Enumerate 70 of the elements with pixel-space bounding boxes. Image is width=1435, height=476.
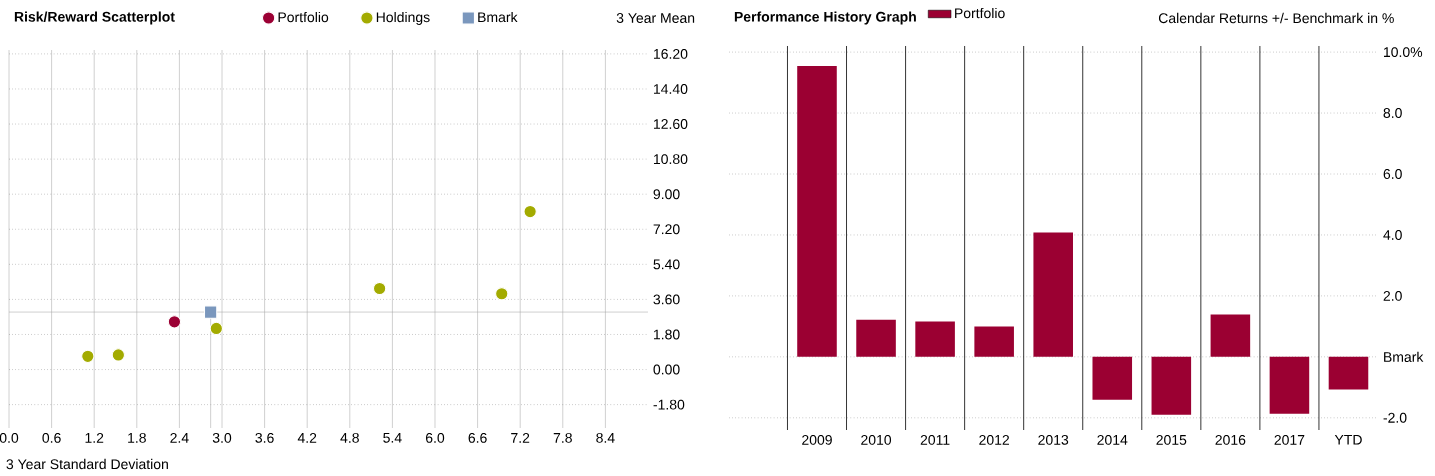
y-tick-label: 6.0 [1383,169,1402,179]
point [523,204,537,219]
bar [915,321,955,357]
x-tick-label: 0.6 [42,432,61,443]
bar [974,326,1014,357]
y-tick-label: 12.60 [653,119,688,130]
bar [1328,356,1369,390]
x-tick-label: 1.8 [128,432,146,443]
y-tick-label: 5.40 [653,259,680,270]
x-tick-label: 2014 [1097,434,1128,445]
x-tick-label: 6.0 [425,432,445,443]
x-axis-title: 3 Year Standard Deviation [6,458,168,470]
bar [1151,356,1192,415]
y-tick-label: 10.0% [1384,47,1423,58]
point [209,321,223,336]
y-tick-label: 14.40 [653,84,688,94]
y-tick-label: 9.00 [653,189,680,200]
x-tick-label: 3.0 [212,432,232,443]
point [495,287,509,301]
y-tick-label: -1.80 [653,399,685,410]
x-tick-label: 2010 [861,434,892,445]
point [372,281,387,296]
x-tick-label: 2017 [1274,434,1305,445]
y-tick-label: 10.80 [653,154,688,165]
legend-label: Portfolio [278,11,329,23]
point [167,315,182,329]
bar [1210,314,1251,357]
y-tick-label: 3.60 [653,294,680,305]
x-tick-label: 7.2 [511,432,530,443]
x-tick-label: 0.0 [0,432,19,443]
y-tick-label: 2.0 [1383,290,1402,301]
x-tick-label: 7.8 [553,432,572,443]
bar [797,66,837,357]
bar [1269,356,1310,414]
y-axis-title: 3 Year Mean [616,13,695,23]
y-tick-label: 8.0 [1383,108,1402,119]
x-tick-label: 4.8 [340,432,359,443]
y-tick-label: 1.80 [653,329,680,340]
x-tick-label: 1.2 [85,432,104,443]
point [81,349,95,363]
x-tick-label: 8.4 [596,432,615,443]
bar [856,319,896,357]
x-tick-label: 4.2 [297,432,317,443]
legend-label: Bmark [478,11,518,23]
x-tick-label: 3.6 [255,432,274,443]
point [111,348,126,362]
x-tick-label: 5.4 [383,432,402,443]
x-tick-label: 2.4 [170,432,189,443]
chart-subtitle: Calendar Returns +/- Benchmark in % [1158,12,1394,24]
y-tick-label: 0.00 [653,364,680,375]
legend-label: Holdings [376,11,430,25]
y-tick-label: 4.0 [1383,230,1402,240]
x-tick-label: 6.6 [468,432,487,443]
x-tick-label: 2009 [802,434,832,445]
y-tick-label: 7.20 [653,224,680,235]
y-tick-label: 16.20 [653,48,688,59]
x-tick-label: 2015 [1156,434,1187,445]
point [203,305,218,319]
y-tick-label: Bmark [1384,351,1424,363]
y-tick-label: -2.0 [1383,412,1407,423]
x-tick-label: 2016 [1215,434,1246,445]
chart-title: Performance History Graph [734,11,916,25]
x-tick-label: 2012 [979,434,1010,445]
chart-title: Risk/Reward Scatterplot [14,11,175,25]
x-tick-label: YTD [1334,434,1362,445]
legend-label: Portfolio [955,7,1005,19]
bar [1092,356,1133,400]
x-tick-label: 2011 [920,434,950,445]
x-tick-label: 2013 [1038,434,1069,445]
bar [1033,232,1073,357]
